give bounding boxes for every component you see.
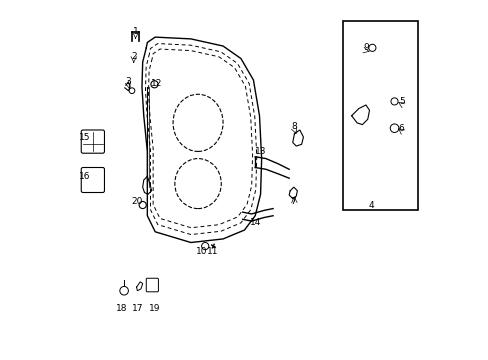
Text: 18: 18	[115, 304, 127, 313]
Text: 14: 14	[249, 219, 261, 228]
Text: 16: 16	[79, 172, 90, 181]
Text: 12: 12	[151, 79, 163, 88]
Text: 5: 5	[398, 97, 404, 106]
Text: 1: 1	[132, 27, 138, 36]
Bar	[342, 21, 417, 210]
Text: 9: 9	[362, 43, 368, 52]
Text: 13: 13	[254, 147, 266, 156]
Text: 7: 7	[289, 197, 295, 206]
Text: 11: 11	[206, 247, 218, 256]
Text: 17: 17	[131, 304, 143, 313]
Text: 6: 6	[398, 124, 404, 133]
Text: 4: 4	[368, 201, 373, 210]
Text: 19: 19	[149, 304, 161, 313]
Text: 20: 20	[131, 197, 142, 206]
Text: 8: 8	[291, 122, 297, 131]
Text: 15: 15	[79, 132, 90, 141]
Text: 10: 10	[196, 247, 207, 256]
Text: 3: 3	[125, 77, 131, 86]
Text: 2: 2	[131, 52, 136, 61]
